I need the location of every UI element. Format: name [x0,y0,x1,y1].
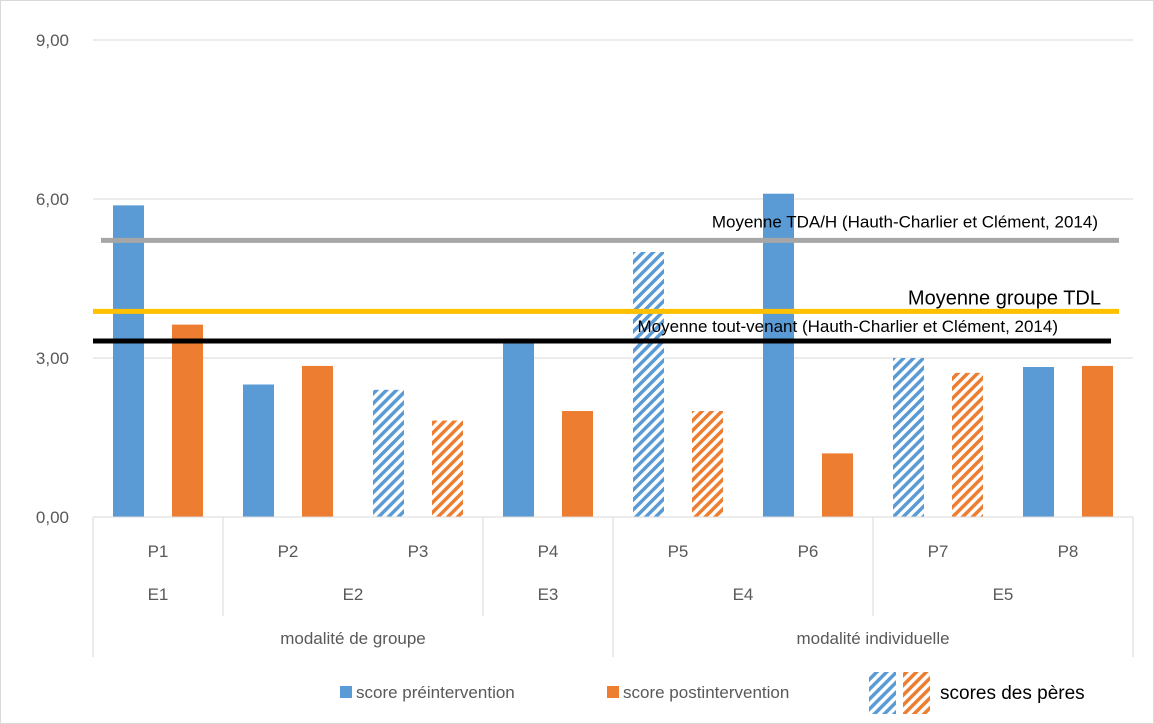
bar-post-p2 [302,365,333,517]
y-tick-label: 3,00 [36,349,69,368]
legend-hatch-orange-swatch [903,672,930,714]
y-tick-label: 6,00 [36,190,69,209]
legend-item-peres-label: scores des pères [940,683,1085,704]
legend-hatch-blue-swatch [869,672,896,714]
y-tick-label: 0,00 [36,508,69,527]
group-label-enfant: E5 [993,585,1014,604]
bar-post-p8 [1082,365,1113,517]
x-tick-label: P3 [408,542,429,561]
bar-pre-p2 [243,384,274,517]
x-tick-label: P2 [278,542,299,561]
legend-item-pre-label: score préintervention [356,683,515,702]
group-label-modalite: modalité de groupe [280,629,426,648]
bar-pre-p6 [763,193,794,517]
legend-item-pre-swatch [340,686,352,698]
bar-pre-p3 [373,389,404,517]
x-tick-label: P8 [1058,542,1079,561]
legend-item-post-swatch [607,686,619,698]
reference-line-label: Moyenne groupe TDL [908,287,1101,309]
reference-line-label: Moyenne tout-venant (Hauth-Charlier et C… [638,317,1059,336]
x-tick-label: P1 [148,542,169,561]
bar-post-p6 [822,453,853,517]
y-tick-label: 9,00 [36,31,69,50]
x-tick-label: P4 [538,542,559,561]
bar-post-p7 [952,372,983,517]
x-tick-label: P6 [798,542,819,561]
group-label-enfant: E1 [148,585,169,604]
group-label-enfant: E3 [538,585,559,604]
bar-post-p4 [562,411,593,517]
legend-item-post-label: score postintervention [623,683,789,702]
group-label-modalite: modalité individuelle [796,629,949,648]
group-label-enfant: E4 [733,585,754,604]
bar-pre-p5 [633,252,664,517]
bar-pre-p8 [1023,367,1054,517]
group-label-enfant: E2 [343,585,364,604]
x-tick-label: P5 [668,542,689,561]
bar-pre-p4 [503,340,534,517]
bar-post-p1 [172,324,203,517]
bar-pre-p1 [113,205,144,518]
bar-post-p5 [692,411,723,517]
reference-line-label: Moyenne TDA/H (Hauth-Charlier et Clément… [712,212,1098,231]
bar-post-p3 [432,420,463,517]
x-tick-label: P7 [928,542,949,561]
bar-pre-p7 [893,358,924,517]
